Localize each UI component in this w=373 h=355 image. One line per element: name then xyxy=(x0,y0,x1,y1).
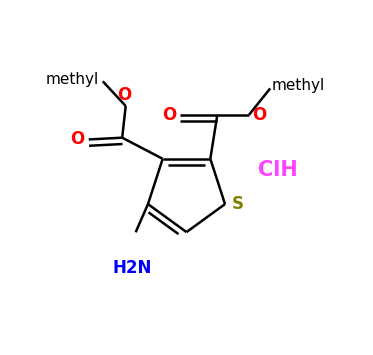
Text: O: O xyxy=(162,106,176,124)
Text: O: O xyxy=(70,130,85,148)
Text: O: O xyxy=(117,86,131,104)
Text: methyl: methyl xyxy=(46,72,99,87)
Text: H2N: H2N xyxy=(112,259,152,277)
Text: methyl: methyl xyxy=(272,78,325,93)
Text: S: S xyxy=(231,195,243,213)
Text: O: O xyxy=(253,106,267,124)
Text: ClH: ClH xyxy=(258,160,298,180)
